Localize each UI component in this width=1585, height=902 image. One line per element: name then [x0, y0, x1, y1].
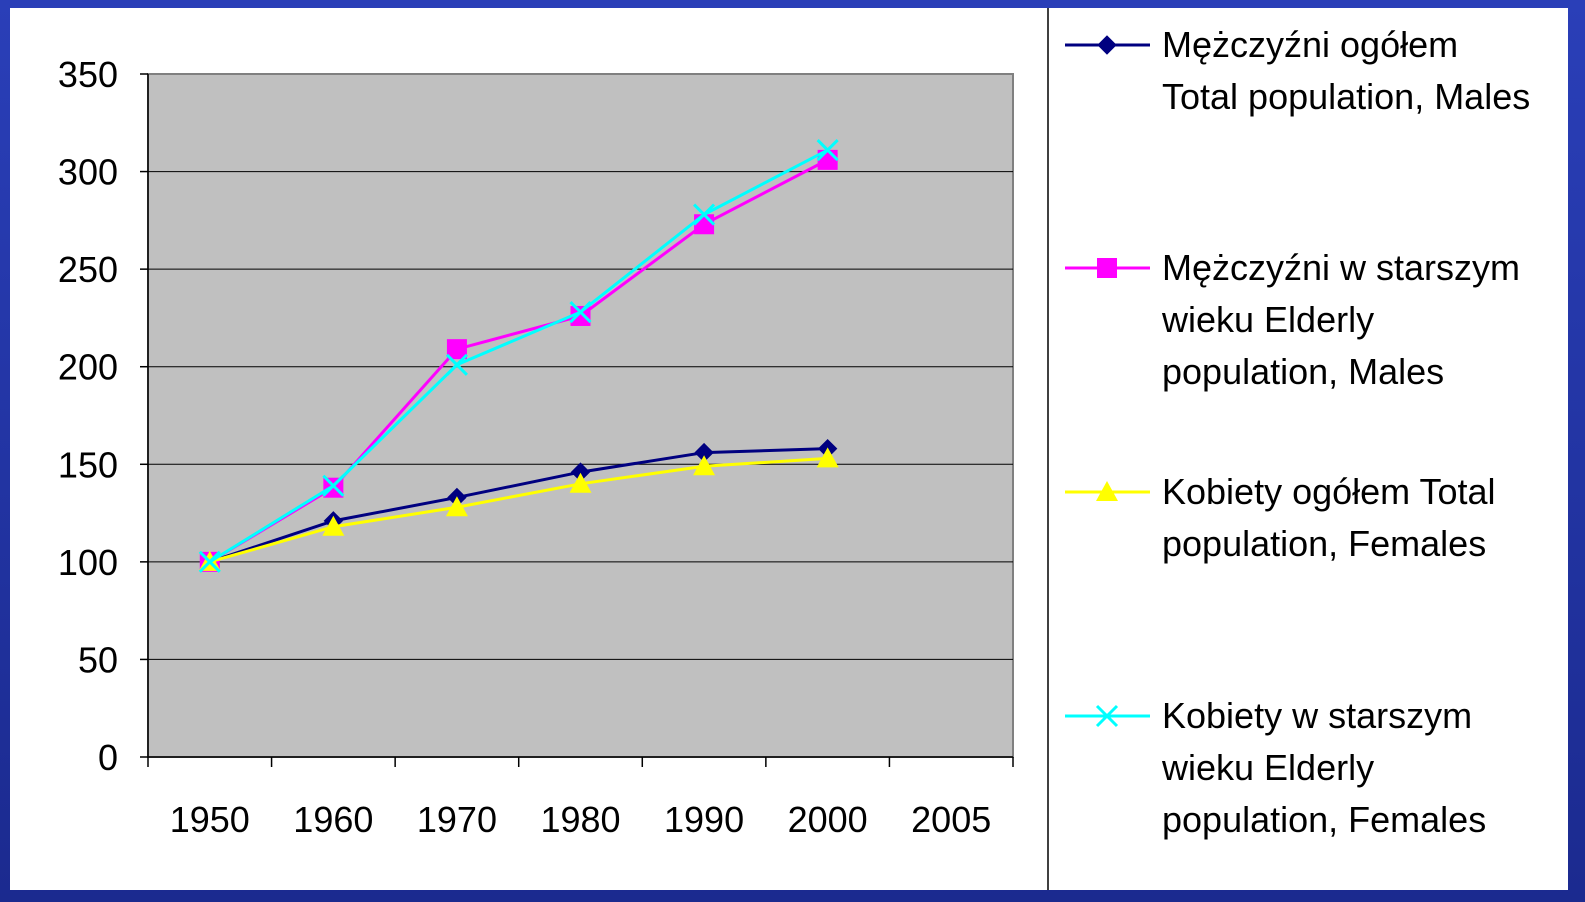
legend-label: Mężczyźni w starszym wieku Elderly popul…	[1162, 247, 1521, 392]
y-tick-label: 50	[78, 639, 118, 680]
series-line	[209, 456, 828, 564]
marker	[1095, 704, 1119, 728]
x-tick-label: 1950	[170, 799, 250, 840]
legend-label: Kobiety w starszym wieku Elderly populat…	[1162, 695, 1487, 840]
x-tick-label: 1990	[664, 799, 744, 840]
legend-label: Kobiety ogółem Total population, Females	[1162, 471, 1496, 564]
marker	[322, 515, 345, 536]
x-tick-label: 2000	[788, 799, 868, 840]
series-line	[209, 447, 828, 564]
marker	[693, 455, 716, 476]
y-tick-label: 100	[58, 542, 118, 583]
y-tick-label: 0	[98, 737, 118, 778]
marker	[816, 447, 839, 468]
y-tick-label: 250	[58, 249, 118, 290]
marker	[693, 203, 716, 226]
x-tick-label: 1980	[540, 799, 620, 840]
marker	[570, 305, 591, 326]
y-tick-label: 350	[58, 54, 118, 95]
marker	[816, 139, 839, 162]
marker	[1096, 481, 1118, 501]
plot-area	[147, 73, 1014, 758]
x-tick-label: 1960	[293, 799, 373, 840]
y-tick-label: 300	[58, 152, 118, 193]
x-tick-label: 2005	[911, 799, 991, 840]
marker	[445, 353, 468, 376]
marker	[569, 301, 592, 324]
marker	[1097, 35, 1117, 55]
marker	[322, 474, 345, 497]
marker	[445, 496, 468, 517]
marker	[446, 339, 467, 360]
marker	[1097, 258, 1117, 278]
series-line	[208, 148, 829, 564]
marker	[198, 550, 221, 573]
marker	[694, 214, 715, 235]
legend-label: Mężczyźni ogółem Total population, Males	[1162, 24, 1531, 117]
x-tick-label: 1970	[417, 799, 497, 840]
y-tick-label: 200	[58, 347, 118, 388]
y-tick-label: 150	[58, 444, 118, 485]
marker	[569, 472, 592, 493]
